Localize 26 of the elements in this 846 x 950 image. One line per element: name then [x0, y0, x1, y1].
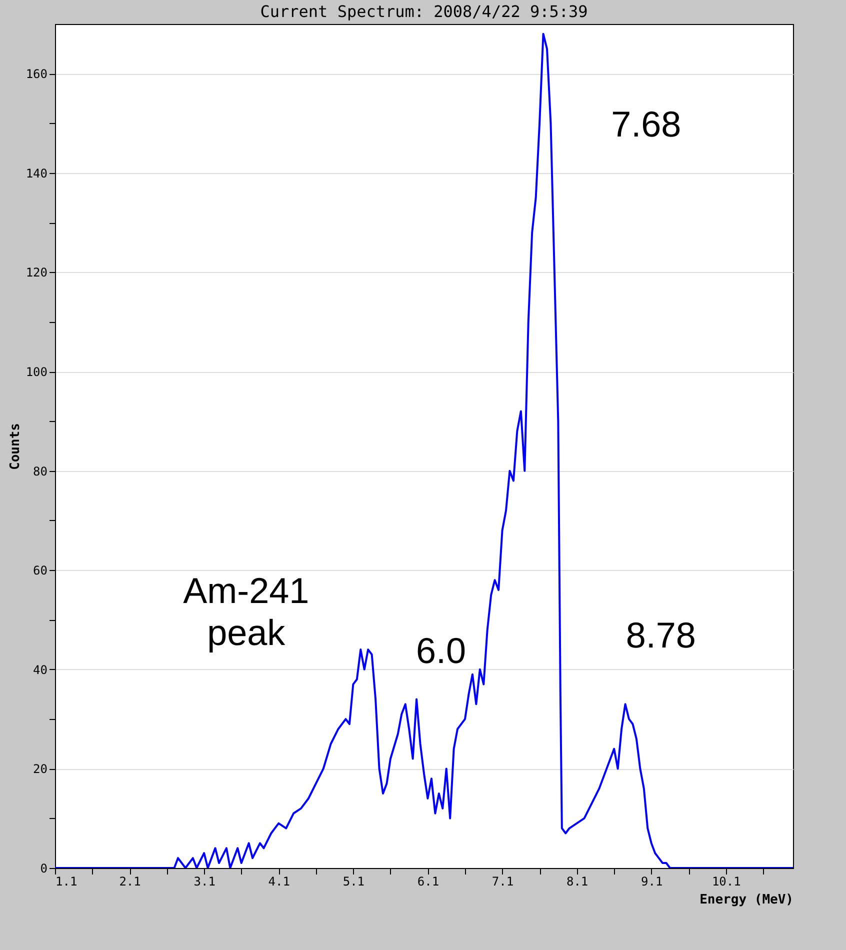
y-tick-label: 120 — [26, 266, 48, 280]
annotation: 6.0 — [416, 630, 466, 671]
x-tick-label: 5.1 — [342, 874, 365, 888]
annotation: 8.78 — [626, 614, 696, 656]
x-axis-title: Energy (MeV) — [700, 892, 794, 908]
x-tick-label: 3.1 — [194, 874, 216, 888]
y-tick-label: 140 — [26, 166, 48, 180]
y-tick-label: 160 — [26, 67, 48, 82]
x-tick-label: 4.1 — [268, 874, 290, 888]
annotation: 7.68 — [611, 103, 682, 144]
x-tick-label: 10.1 — [712, 874, 741, 888]
x-tick-label: 7.1 — [492, 874, 514, 888]
y-tick-label: 20 — [33, 762, 48, 776]
x-tick-label: 8.1 — [566, 874, 588, 888]
x-tick-label: 9.1 — [641, 874, 663, 888]
y-tick-label: 0 — [40, 862, 48, 876]
x-tick-label: 1.1 — [56, 874, 78, 888]
x-tick-label: 2.1 — [119, 874, 141, 888]
y-tick-label: 100 — [26, 365, 48, 380]
y-tick-label: 60 — [33, 564, 48, 578]
y-axis-title: Counts — [8, 423, 23, 470]
annotation: Am-241 peak — [183, 570, 310, 654]
y-tick-label: 40 — [33, 662, 48, 677]
chart-title: Current Spectrum: 2008/4/22 9:5:39 — [260, 2, 588, 21]
y-tick-label: 80 — [33, 464, 48, 478]
x-tick-label: 6.1 — [417, 874, 440, 888]
